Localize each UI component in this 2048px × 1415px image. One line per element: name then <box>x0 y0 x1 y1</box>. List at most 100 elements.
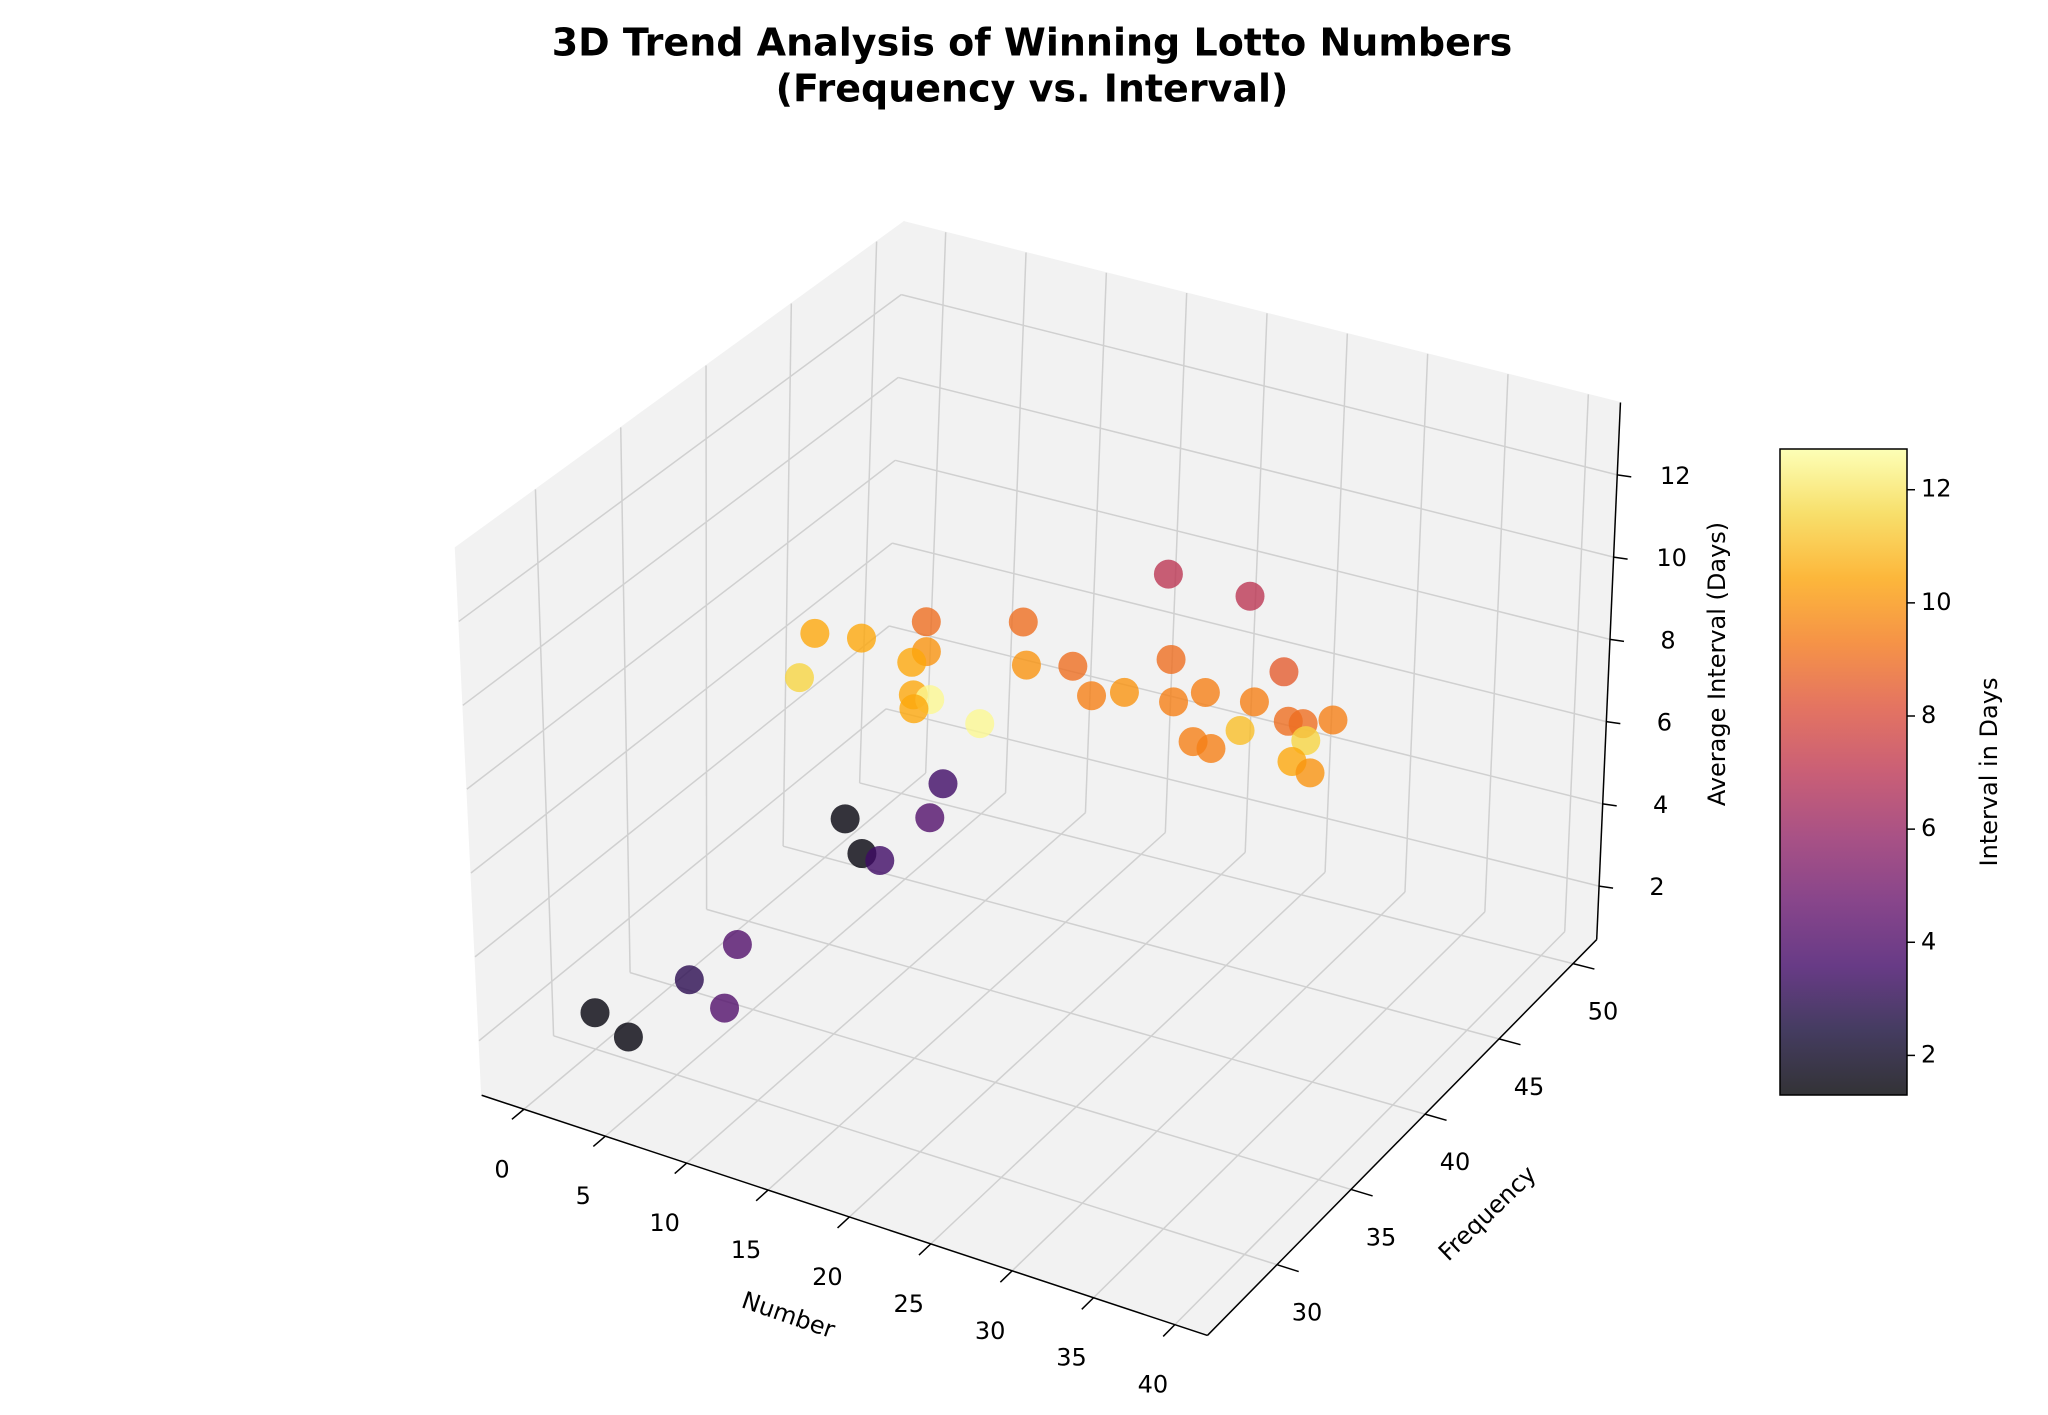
grid-line <box>895 459 1611 641</box>
z-tick <box>1602 803 1617 807</box>
y-tick <box>1276 1263 1299 1273</box>
colorbar-tick-label: 12 <box>1921 475 1952 503</box>
point <box>1291 726 1321 756</box>
z-tick <box>1617 474 1632 478</box>
grid-line <box>462 376 899 706</box>
grid-line <box>1084 272 1108 813</box>
point <box>1225 715 1255 745</box>
point <box>1058 651 1088 681</box>
z-tick-label: 12 <box>1660 462 1691 490</box>
x-tick-label: 30 <box>975 1317 1006 1345</box>
grid-line <box>1404 353 1429 893</box>
grid-line <box>1092 911 1486 1299</box>
point <box>722 930 752 960</box>
point <box>1190 678 1220 708</box>
point <box>915 803 945 833</box>
chart-title: 3D Trend Analysis of Winning Lotto Numbe… <box>552 21 1513 65</box>
grid-line <box>619 427 631 973</box>
grid-line <box>1324 333 1349 873</box>
grid-line <box>706 908 1426 1115</box>
grid-line <box>466 459 896 790</box>
x-tick <box>674 1162 688 1175</box>
point <box>710 993 740 1023</box>
grid-line <box>888 625 1603 805</box>
colorbar-tick-label: 4 <box>1921 927 1936 955</box>
colorbar-tick-label: 8 <box>1921 701 1936 729</box>
point <box>1295 758 1325 788</box>
x-tick <box>1162 1324 1176 1337</box>
grid-line <box>470 542 893 874</box>
colorbar-label: Interval in Days <box>1975 678 2003 867</box>
point <box>1318 705 1348 735</box>
y-tick-label: 45 <box>1514 1073 1545 1101</box>
point <box>784 663 814 693</box>
grid-line <box>1011 891 1406 1272</box>
x-tick-label: 40 <box>1138 1371 1169 1399</box>
z-axis-label: Average Interval (Days) <box>1703 522 1731 806</box>
grid-line <box>782 303 793 847</box>
colorbar-tick-label: 2 <box>1921 1040 1936 1068</box>
point <box>1156 644 1186 674</box>
grid-line <box>859 782 1574 965</box>
y-tick <box>1350 1188 1373 1197</box>
grid-line <box>553 1035 1278 1266</box>
point <box>899 694 929 724</box>
grid-line <box>1244 313 1268 853</box>
colorbar-tick-label: 6 <box>1921 814 1936 842</box>
x-tick <box>755 1189 769 1202</box>
point <box>897 647 927 677</box>
point <box>1153 559 1183 589</box>
point <box>865 846 895 876</box>
y-tick <box>1572 962 1595 970</box>
point <box>846 623 876 653</box>
z-tick <box>1598 885 1614 889</box>
point <box>674 965 704 995</box>
x-tick <box>511 1108 525 1120</box>
x-tick-label: 35 <box>1056 1344 1087 1372</box>
grid-line <box>705 365 708 910</box>
grid-line <box>1004 252 1027 793</box>
colorbar-tick-label: 10 <box>1921 588 1952 616</box>
z-tick <box>1606 720 1621 725</box>
chart-title: (Frequency vs. Interval) <box>776 67 1289 111</box>
point <box>1196 733 1226 763</box>
y-tick-label: 35 <box>1366 1223 1397 1251</box>
grid-line <box>848 851 1246 1218</box>
point <box>911 607 941 637</box>
point <box>800 618 830 648</box>
x-tick-label: 20 <box>812 1263 843 1291</box>
z-tick <box>1613 556 1628 560</box>
grid-line <box>1563 394 1590 932</box>
grid-line <box>604 792 1007 1137</box>
point <box>965 709 995 739</box>
point <box>1109 677 1139 707</box>
point <box>1008 607 1038 637</box>
grid-line <box>629 971 1352 1191</box>
axis-line <box>1595 402 1622 940</box>
z-tick-label: 2 <box>1649 873 1664 901</box>
x-tick <box>918 1243 932 1256</box>
axis-line <box>481 1094 1208 1337</box>
y-tick-label: 50 <box>1588 998 1619 1026</box>
point <box>830 804 860 834</box>
point <box>1239 687 1269 717</box>
point <box>1077 681 1107 711</box>
x-tick-label: 0 <box>494 1155 509 1183</box>
colorbar <box>1779 448 1908 1096</box>
grid-line <box>1484 374 1509 912</box>
point <box>1011 650 1041 680</box>
z-tick-label: 10 <box>1656 544 1687 572</box>
x-tick-label: 5 <box>576 1182 591 1210</box>
point <box>1273 706 1303 736</box>
grid-line <box>458 293 902 623</box>
x-tick <box>837 1216 850 1229</box>
grid-line <box>474 625 890 958</box>
grid-line <box>478 708 887 1042</box>
x-tick <box>999 1270 1013 1283</box>
point <box>1269 657 1299 687</box>
point <box>613 1022 643 1052</box>
grid-line <box>782 845 1500 1040</box>
y-tick-label: 40 <box>1440 1148 1471 1176</box>
grid-line <box>767 831 1166 1191</box>
